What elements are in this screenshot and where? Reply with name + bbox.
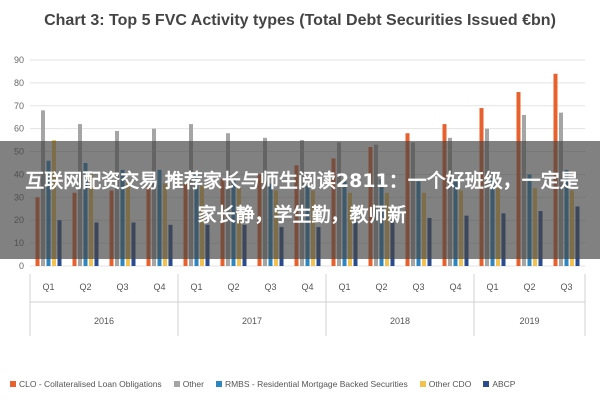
legend-item: CLO - Collateralised Loan Obligations <box>10 379 162 389</box>
legend-label: CLO - Collateralised Loan Obligations <box>19 379 162 389</box>
legend-label: ABCP <box>492 379 516 389</box>
x-tick-label: Q3 <box>116 282 128 292</box>
x-tick-label: Q1 <box>42 282 54 292</box>
x-tick-label: Q2 <box>375 282 387 292</box>
legend-item: ABCP <box>483 379 515 389</box>
x-tick-label: Q4 <box>153 282 165 292</box>
overlay-headline[interactable]: 互联网配资交易 推荐家长与师生阅读2811：一个好班级，一定是家长静，学生勤，教… <box>25 170 579 226</box>
legend-swatch <box>215 381 222 387</box>
x-tick-label: Q4 <box>449 282 461 292</box>
year-label: 2016 <box>94 316 114 326</box>
year-labels: 2016 2017 2018 2019 <box>29 274 586 336</box>
legend-swatch <box>173 381 180 387</box>
x-tick-labels: Q1 Q2 Q3 Q4 Q1 Q2 Q3 Q4 Q1 Q2 Q3 Q4 Q1 Q2 Q3 <box>42 282 572 292</box>
y-tick-label: 90 <box>14 55 24 65</box>
y-tick-label: 80 <box>14 78 24 88</box>
legend-item: Other CDO <box>419 379 472 389</box>
legend-swatch <box>10 381 16 387</box>
legend-label: Other CDO <box>428 379 472 389</box>
legend-item: Other <box>173 379 204 389</box>
legend-label: Other <box>182 379 204 389</box>
x-tick-label: Q2 <box>523 282 535 292</box>
y-tick-label: 0 <box>19 261 24 271</box>
x-tick-label: Q2 <box>79 282 91 292</box>
x-tick-label: Q1 <box>486 282 498 292</box>
legend-item: RMBS - Residential Mortgage Backed Secur… <box>215 379 408 389</box>
y-tick-label: 70 <box>14 101 24 111</box>
chart-legend: CLO - Collateralised Loan Obligations Oth… <box>10 379 600 395</box>
legend-label: RMBS - Residential Mortgage Backed Secur… <box>224 379 408 389</box>
x-tick-label: Q1 <box>338 282 350 292</box>
year-label: 2019 <box>519 316 539 326</box>
x-tick-label: Q3 <box>412 282 424 292</box>
x-tick-label: Q1 <box>190 282 202 292</box>
x-tick-label: Q4 <box>301 282 313 292</box>
x-tick-label: Q3 <box>264 282 276 292</box>
x-tick-label: Q3 <box>560 282 572 292</box>
x-tick-label: Q2 <box>227 282 239 292</box>
year-label: 2018 <box>390 316 410 326</box>
overlay-banner <box>0 141 600 259</box>
y-tick-label: 60 <box>14 124 24 134</box>
legend-swatch <box>483 381 490 387</box>
chart-title: Chart 3: Top 5 FVC Activity types (Total… <box>44 12 556 29</box>
year-label: 2017 <box>242 316 262 326</box>
legend-swatch <box>419 381 426 387</box>
